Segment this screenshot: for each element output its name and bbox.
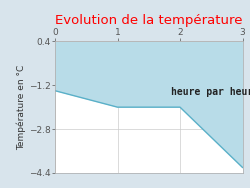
Y-axis label: Température en °C: Température en °C: [17, 64, 26, 150]
Title: Evolution de la température: Evolution de la température: [55, 14, 242, 27]
Text: heure par heure: heure par heure: [170, 87, 250, 97]
